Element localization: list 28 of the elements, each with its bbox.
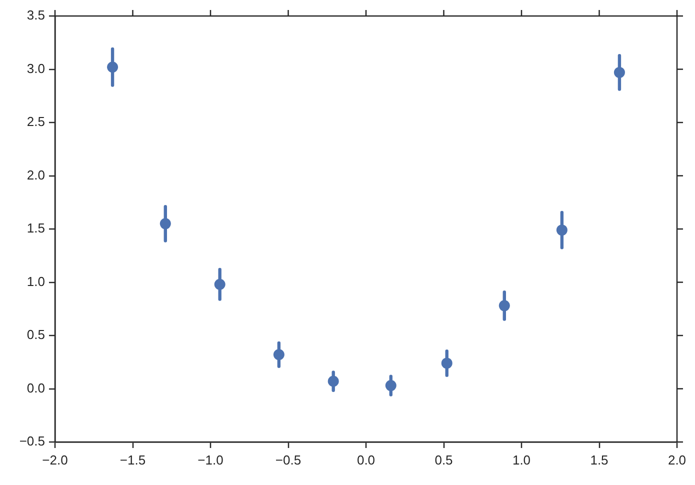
point bbox=[107, 62, 118, 73]
point bbox=[214, 278, 226, 290]
x-tick-label: 0.0 bbox=[356, 452, 376, 468]
x-tick-label: 1.5 bbox=[590, 452, 608, 468]
x-tick-label: 2.0 bbox=[668, 452, 686, 468]
point bbox=[441, 358, 452, 369]
point bbox=[160, 218, 171, 230]
x-tick-label: −1.5 bbox=[120, 452, 146, 468]
point bbox=[498, 300, 510, 312]
point bbox=[614, 66, 625, 78]
x-tick-label: 0.5 bbox=[434, 452, 453, 468]
y-tick-label: 2.0 bbox=[26, 167, 45, 182]
y-tick-label: 1.0 bbox=[26, 274, 45, 289]
y-tick-label: −0.5 bbox=[19, 434, 45, 449]
y-tick-label: 3.0 bbox=[26, 60, 45, 76]
point bbox=[556, 224, 568, 236]
point bbox=[328, 376, 339, 387]
y-tick-label: 0.5 bbox=[26, 327, 45, 342]
x-tick-label: −0.5 bbox=[275, 452, 302, 468]
x-tick-label: −1.0 bbox=[198, 452, 224, 468]
y-tick-label: 2.5 bbox=[26, 114, 45, 130]
y-tick-label: 3.5 bbox=[26, 8, 45, 23]
point bbox=[385, 380, 396, 392]
y-tick-label: 0.0 bbox=[26, 380, 45, 396]
x-tick-label: 1.0 bbox=[512, 452, 531, 468]
y-tick-label: 1.5 bbox=[26, 220, 45, 236]
x-tick-label: −2.0 bbox=[42, 452, 68, 468]
point bbox=[273, 349, 284, 360]
